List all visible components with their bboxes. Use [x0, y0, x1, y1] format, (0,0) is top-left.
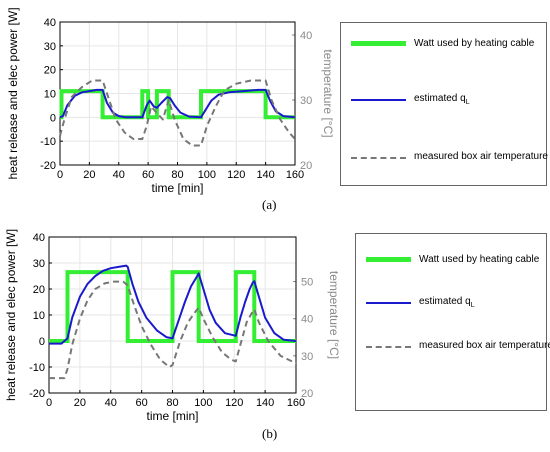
panel-label-b: (b) — [262, 426, 278, 441]
x-tick-label: 60 — [142, 169, 154, 181]
x-axis-title: time [min] — [146, 409, 198, 423]
series-line-watt — [49, 270, 296, 343]
legend-label-ql: estimated qL — [419, 296, 475, 309]
x-tick-label: 40 — [113, 169, 125, 181]
legend-label-temp: measured box air temperature T8 — [414, 151, 550, 162]
y2-tick-label: 50 — [301, 277, 313, 289]
x-tick-label: 40 — [105, 397, 117, 409]
y-axis-title: heat release and elec power [W] — [4, 229, 18, 401]
legend-swatch-watt — [351, 41, 406, 46]
y2-tick-label: 30 — [300, 95, 312, 107]
y-tick-label: 40 — [33, 232, 45, 244]
y2-tick-label: 20 — [300, 160, 312, 172]
y-tick-label: -20 — [29, 388, 45, 400]
y-tick-label: 20 — [33, 284, 45, 296]
panel-label-a: (a) — [262, 197, 277, 212]
y2-tick-label: 40 — [301, 314, 313, 326]
chart-b: 0 20 40 60 80 100 120 140 160 -20 -10 0 10 20 30 40 20 30… — [4, 229, 341, 423]
y-tick-label: 0 — [50, 112, 56, 124]
legend-label-watt: Watt used by heating cable — [419, 254, 540, 265]
legend-label-watt: Watt used by heating cable — [414, 38, 535, 49]
chart-a: 0 20 40 60 80 100 120 140 160 -20 -10 0 10 20 30 40 20 30… — [6, 7, 335, 195]
legend-item-watt: Watt used by heating cable — [366, 254, 539, 265]
x-tick-label: 140 — [256, 169, 274, 181]
legend-swatch-watt — [366, 257, 411, 262]
y-tick-label: -10 — [29, 362, 45, 374]
x-tick-label: 0 — [46, 397, 52, 409]
panel-a: 0 20 40 60 80 100 120 140 160 -20 -10 0 10 20 30 40 20 30… — [0, 0, 550, 215]
legend-a: Watt used by heating cable estimated qL … — [340, 22, 550, 186]
y-tick-label: 10 — [33, 310, 45, 322]
x-axis-title: time [min] — [151, 181, 203, 195]
x-tick-label: 160 — [286, 169, 304, 181]
y2-tick-label: 30 — [301, 351, 313, 363]
x-tick-label: 80 — [171, 169, 183, 181]
x-tick-label: 0 — [57, 169, 63, 181]
y-tick-label: 20 — [44, 65, 56, 77]
y-tick-label: 30 — [33, 258, 45, 270]
x-tick-label: 60 — [136, 397, 148, 409]
y-tick-label: -20 — [40, 160, 56, 172]
series-line-temp — [59, 79, 296, 147]
y-axis-title: heat release and elec power [W] — [6, 7, 20, 179]
series-line-watt — [59, 89, 295, 120]
legend-item-ql: estimated qL — [351, 93, 470, 106]
series-line-temp — [49, 280, 297, 380]
x-tick-label: 20 — [74, 397, 86, 409]
x-tick-label: 120 — [227, 169, 245, 181]
y-tick-label: -10 — [40, 136, 56, 148]
x-tick-label: 120 — [225, 397, 243, 409]
y2-tick-label: 20 — [301, 388, 313, 400]
legend-label-ql: estimated qL — [414, 93, 470, 106]
series-line-qL — [49, 264, 297, 345]
legend-label-temp: measured box air temperature T8 — [419, 340, 550, 351]
legend-item-temp: measured box air temperature T8 — [351, 151, 550, 164]
legend-item-ql: estimated qL — [366, 296, 475, 309]
y-tick-label: 30 — [44, 41, 56, 53]
series-line-qL — [59, 88, 296, 119]
legend-item-temp: measured box air temperature T8 — [366, 340, 550, 353]
x-tick-label: 140 — [256, 397, 274, 409]
legend-swatch-ql — [366, 301, 411, 304]
x-tick-label: 80 — [166, 397, 178, 409]
x-tick-label: 20 — [83, 169, 95, 181]
y-tick-label: 0 — [39, 336, 45, 348]
x-tick-label: 100 — [194, 397, 212, 409]
y2-axis-title: temperature [°C] — [321, 49, 335, 137]
legend-item-watt: Watt used by heating cable — [351, 38, 534, 49]
panel-b: 0 20 40 60 80 100 120 140 160 -20 -10 0 10 20 30 40 20 30… — [0, 223, 550, 447]
y2-axis-title: temperature [°C] — [327, 271, 341, 359]
legend-b: Watt used by heating cable estimated qL … — [355, 233, 550, 411]
legend-swatch-temp — [351, 156, 406, 159]
y2-tick-label: 40 — [300, 30, 312, 42]
x-tick-label: 160 — [287, 397, 305, 409]
x-tick-label: 100 — [198, 169, 216, 181]
plot-frame — [48, 236, 297, 394]
y-tick-label: 10 — [44, 89, 56, 101]
legend-swatch-temp — [366, 345, 411, 348]
y-tick-label: 40 — [44, 17, 56, 29]
legend-swatch-ql — [351, 98, 406, 101]
